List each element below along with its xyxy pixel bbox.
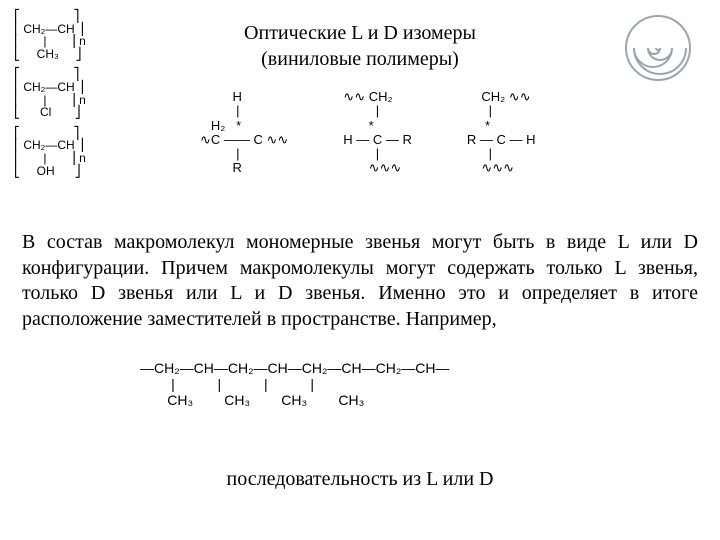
title-line1: Оптические L и D изомеры [200, 20, 520, 46]
stereo-diagram-3: CH₂ ∿∿ | * R — C — H | ∿∿∿ [467, 90, 536, 176]
title-line2: (виниловые полимеры) [200, 46, 520, 72]
polymer-unit-2: ⎡ ⎤ ⎢ CH₂—CH ⎥ ⎢ | ⎥ n ⎣ Cl ⎦ [14, 68, 86, 118]
stereo-diagram-row: H | H₂ * ∿C —— C ∿∿ | R ∿∿ CH₂ | * H — C… [200, 90, 536, 176]
polymer-chain-diagram: —CH₂—CH—CH₂—CH—CH₂—CH—CH₂—CH— | | | | CH… [140, 360, 450, 408]
polymer-unit-1: ⎡ ⎤ ⎢ CH₂—CH ⎥ ⎢ | ⎥ n ⎣ CH₃ ⎦ [14, 10, 86, 60]
body-paragraph: В состав макромолекул мономерные звенья … [22, 230, 698, 332]
page-title: Оптические L и D изомеры (виниловые поли… [200, 20, 520, 72]
polymer-unit-list: ⎡ ⎤ ⎢ CH₂—CH ⎥ ⎢ | ⎥ n ⎣ CH₃ ⎦ ⎡ ⎤ ⎢ CH₂… [14, 10, 86, 185]
stereo-diagram-2: ∿∿ CH₂ | * H — C — R | ∿∿∿ [343, 90, 412, 176]
chain-caption: последовательность из L или D [0, 468, 720, 491]
polymer-unit-3: ⎡ ⎤ ⎢ CH₂—CH ⎥ ⎢ | ⎥ n ⎣ OH ⎦ [14, 127, 86, 177]
stereo-diagram-1: H | H₂ * ∿C —— C ∿∿ | R [200, 90, 288, 176]
spiral-logo-icon [624, 14, 692, 82]
